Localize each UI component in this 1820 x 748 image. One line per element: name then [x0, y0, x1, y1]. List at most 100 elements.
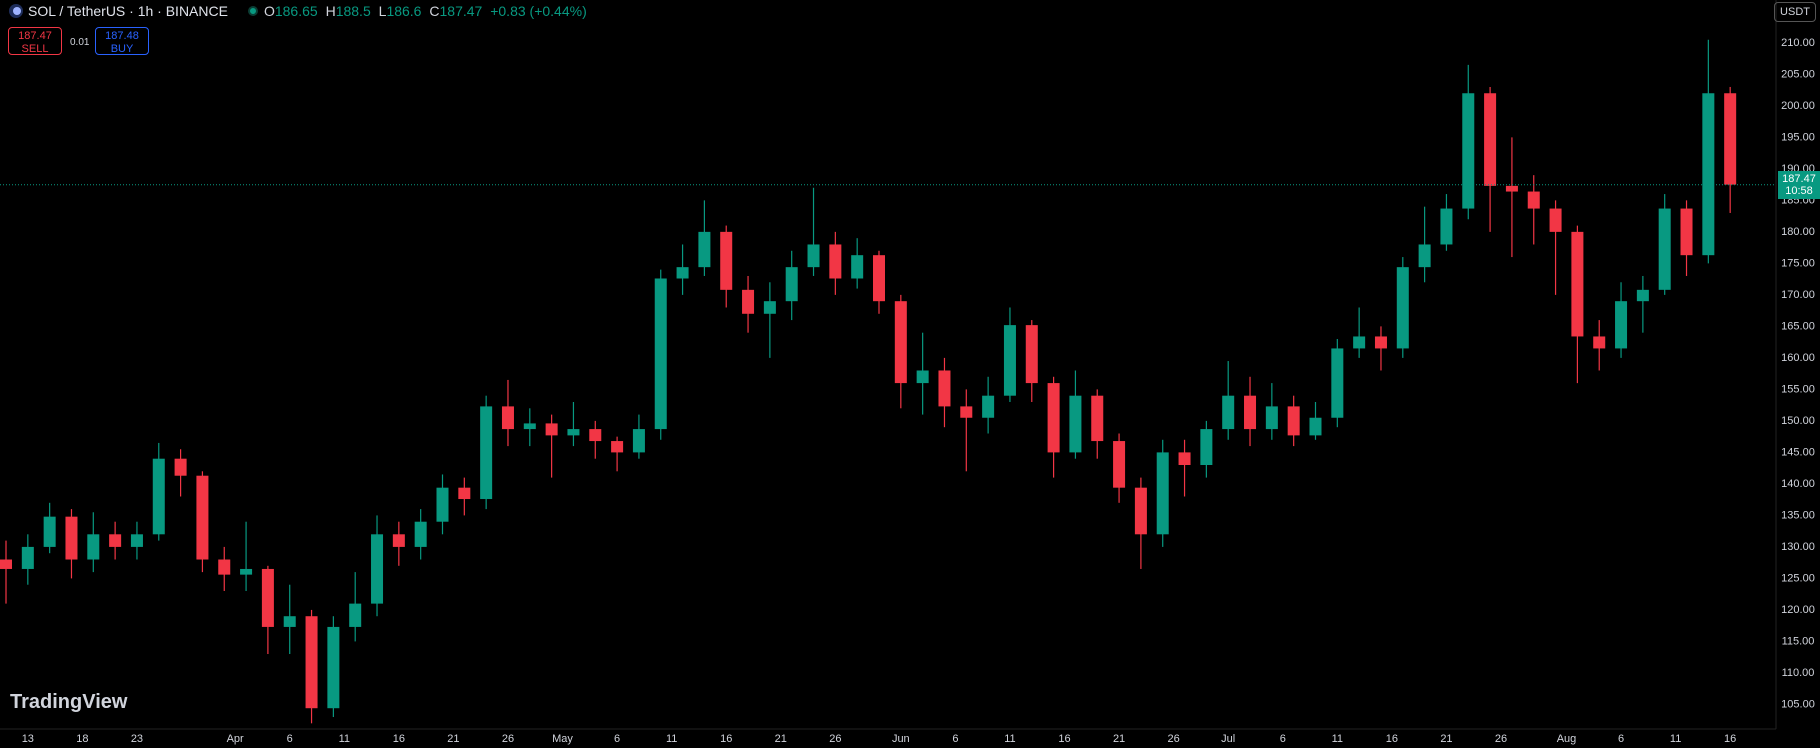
- candle-body: [458, 487, 471, 500]
- x-tick-label: Jul: [1221, 733, 1235, 745]
- candle-body: [1615, 301, 1628, 349]
- candle-body: [567, 429, 580, 436]
- header: SOL / TetherUS · 1h · BINANCE O186.65 H1…: [8, 3, 591, 19]
- buy-price: 187.48: [105, 30, 139, 42]
- buy-label: BUY: [110, 43, 134, 55]
- candle-body: [283, 616, 296, 627]
- candle-body: [960, 406, 973, 418]
- y-tick-label: 125.00: [1781, 572, 1815, 584]
- candle-body: [152, 458, 165, 535]
- sell-button[interactable]: 187.47 SELL: [8, 27, 62, 55]
- candle-body: [1680, 208, 1693, 256]
- candle-body: [21, 546, 34, 569]
- candle-body: [1636, 289, 1649, 302]
- x-tick-label: 26: [1495, 733, 1507, 745]
- x-tick-label: 6: [1280, 733, 1286, 745]
- candle-body: [349, 603, 362, 627]
- candle-body: [1353, 336, 1366, 349]
- x-tick-label: 21: [447, 733, 459, 745]
- y-tick-label: 205.00: [1781, 68, 1815, 80]
- candle-body: [632, 429, 645, 453]
- high-value: 188.5: [335, 3, 371, 19]
- candle-body: [1156, 452, 1169, 535]
- candle-body: [916, 370, 929, 384]
- y-tick-label: 140.00: [1781, 478, 1815, 490]
- candle-body: [1571, 231, 1584, 337]
- currency-selector[interactable]: USDT: [1774, 2, 1816, 22]
- close-value: 187.47: [439, 3, 483, 19]
- y-tick-label: 175.00: [1781, 257, 1815, 269]
- candle-body: [1331, 348, 1344, 418]
- y-tick-label: 155.00: [1781, 383, 1815, 395]
- candle-body: [763, 301, 776, 314]
- x-tick-label: 16: [393, 733, 405, 745]
- status-dot: [247, 6, 258, 16]
- candle-body: [1462, 93, 1475, 209]
- y-tick-label: 130.00: [1781, 541, 1815, 553]
- candle-body: [109, 534, 122, 547]
- candle-body: [1593, 336, 1606, 349]
- candle-body: [1702, 93, 1715, 256]
- last-price-label: 187.47 10:58: [1778, 170, 1820, 199]
- ohlc: O186.65 H188.5 L186.6 C187.47 +0.83 (+0.…: [264, 3, 591, 19]
- candle-body: [1287, 406, 1300, 436]
- candle-body: [1527, 191, 1540, 209]
- x-tick-label: 11: [666, 733, 677, 745]
- candle-body: [1265, 406, 1278, 430]
- candle-body: [1134, 487, 1147, 535]
- candle-body: [545, 423, 558, 436]
- buy-button[interactable]: 187.48 BUY: [95, 27, 149, 55]
- candle-body: [1244, 395, 1257, 430]
- candle-body: [436, 487, 449, 522]
- spread: 0.01: [70, 37, 90, 48]
- candle-body: [1222, 395, 1235, 430]
- candle-body: [218, 559, 231, 575]
- y-tick-label: 195.00: [1781, 131, 1815, 143]
- countdown: 10:58: [1785, 184, 1813, 197]
- x-tick-label: 16: [1724, 733, 1736, 745]
- x-tick-label: 6: [287, 733, 293, 745]
- y-tick-label: 150.00: [1781, 415, 1815, 427]
- y-tick-label: 165.00: [1781, 320, 1815, 332]
- x-tick-label: May: [552, 733, 573, 745]
- candle-body: [87, 534, 100, 560]
- x-tick-label: Jun: [892, 733, 910, 745]
- candle-body: [392, 534, 405, 547]
- candle-body: [480, 406, 493, 500]
- y-tick-label: 210.00: [1781, 37, 1815, 49]
- sell-price: 187.47: [18, 30, 52, 42]
- candle-body: [1069, 395, 1082, 453]
- x-tick-label: 11: [1332, 733, 1343, 745]
- candle-body: [1200, 429, 1213, 465]
- y-tick-label: 120.00: [1781, 604, 1815, 616]
- x-tick-label: 16: [720, 733, 732, 745]
- x-tick-label: 16: [1058, 733, 1070, 745]
- y-tick-label: 135.00: [1781, 509, 1815, 521]
- y-tick-label: 145.00: [1781, 446, 1815, 458]
- candle-body: [261, 568, 274, 627]
- candle-body: [240, 568, 253, 575]
- symbol-title[interactable]: SOL / TetherUS · 1h · BINANCE: [28, 3, 228, 19]
- candle-body: [196, 475, 209, 560]
- candle-body: [305, 616, 318, 709]
- open-value: 186.65: [274, 3, 318, 19]
- open-key: O: [263, 3, 275, 19]
- high-key: H: [325, 3, 336, 19]
- candle-body: [1418, 244, 1431, 268]
- candle-body: [785, 267, 798, 302]
- candle-body: [1178, 452, 1191, 465]
- y-tick-label: 200.00: [1781, 100, 1815, 112]
- x-tick-label: 6: [614, 733, 620, 745]
- candle-body: [829, 244, 842, 279]
- candle-body: [872, 255, 885, 302]
- candle-body: [1658, 208, 1671, 290]
- close-key: C: [429, 3, 440, 19]
- logo: TradingView: [10, 691, 128, 713]
- y-tick-label: 115.00: [1782, 635, 1815, 647]
- candle-body: [720, 231, 733, 290]
- low-value: 186.6: [386, 3, 422, 19]
- sell-label: SELL: [21, 43, 49, 55]
- candle-body: [1374, 336, 1387, 349]
